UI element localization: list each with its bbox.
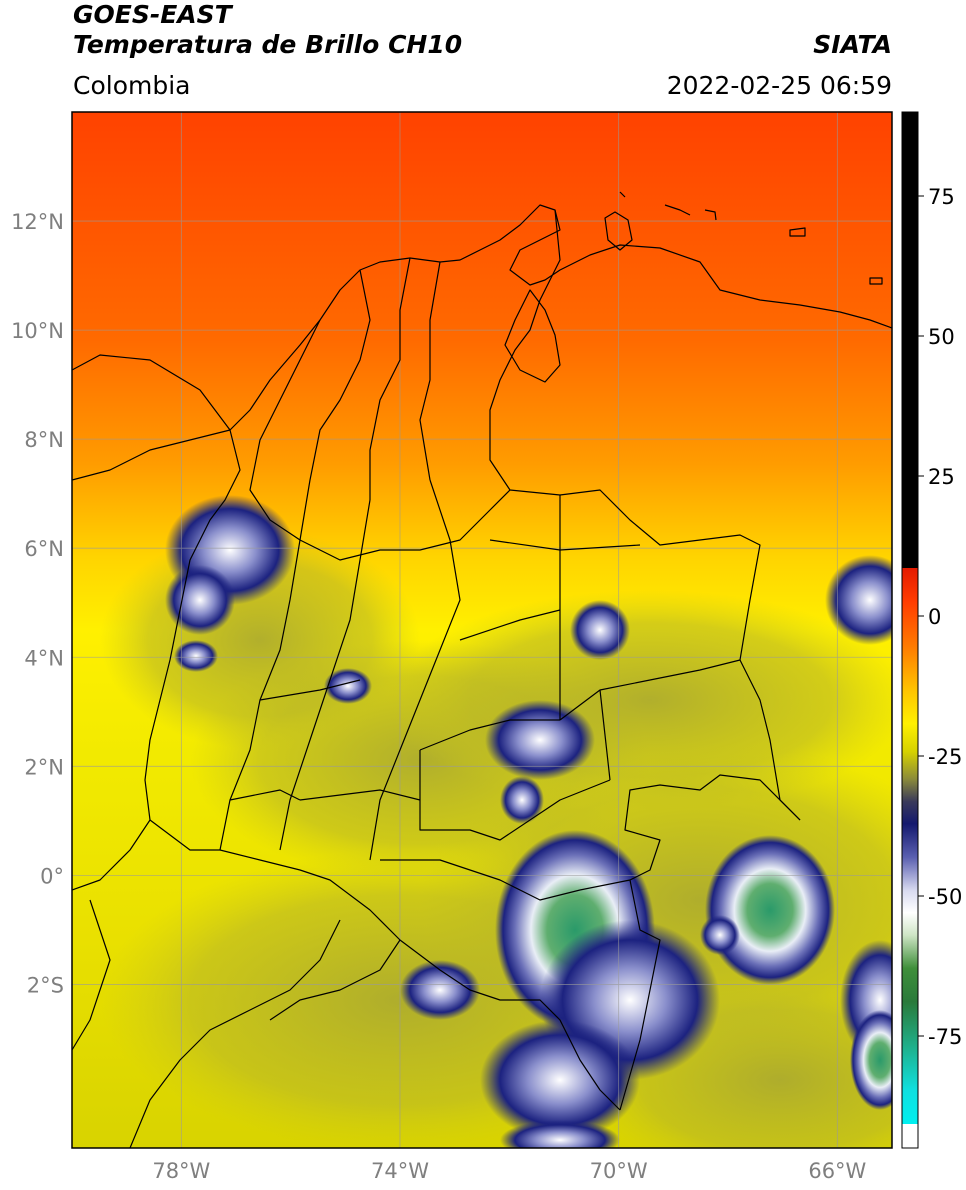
longitude-tick-label: 66°W xyxy=(808,1159,866,1183)
map-frame xyxy=(71,111,893,1149)
latitude-axis: 12°N 10°N 8°N 6°N 4°N 2°N 0° 2°S xyxy=(11,210,64,997)
organization-label: SIATA xyxy=(813,30,892,59)
colorbar-tick-label: -25 xyxy=(928,745,962,769)
colorbar-tick-label: -75 xyxy=(928,1025,962,1049)
colorbar-frame xyxy=(901,111,919,1149)
product-title: Temperatura de Brillo CH10 xyxy=(73,30,463,59)
latitude-tick-label: 8°N xyxy=(24,428,64,452)
latitude-tick-label: 12°N xyxy=(11,210,64,234)
region-label: Colombia xyxy=(73,71,191,100)
latitude-tick-label: 2°S xyxy=(27,973,64,997)
longitude-tick-label: 74°W xyxy=(371,1159,429,1183)
longitude-axis: 78°W 74°W 70°W 66°W xyxy=(152,1159,866,1183)
colorbar-tick-label: 75 xyxy=(928,185,955,209)
latitude-tick-label: 4°N xyxy=(24,646,64,670)
colorbar-white-band xyxy=(902,1124,918,1148)
longitude-tick-label: 70°W xyxy=(590,1159,648,1183)
colorbar-ticks: 75 50 25 0 -25 -50 -75 xyxy=(918,185,962,1049)
longitude-tick-label: 78°W xyxy=(152,1159,210,1183)
colorbar-tick-label: -50 xyxy=(928,885,962,909)
latitude-tick-label: 0° xyxy=(40,864,64,888)
colorbar-tick-label: 25 xyxy=(928,465,955,489)
timestamp-label: 2022-02-25 06:59 xyxy=(666,71,892,100)
colorbar: 75 50 25 0 -25 -50 -75 xyxy=(901,111,962,1149)
country-borders xyxy=(72,191,892,1148)
satellite-title: GOES-EAST xyxy=(73,0,232,29)
latitude-tick-label: 6°N xyxy=(24,537,64,561)
latitude-tick-label: 10°N xyxy=(11,319,64,343)
graticule xyxy=(72,112,892,1148)
latitude-tick-label: 2°N xyxy=(24,755,64,779)
convective-cloud-cells xyxy=(165,495,892,1148)
colorbar-gradient xyxy=(902,568,918,1124)
colorbar-tick-label: 0 xyxy=(928,605,941,629)
colorbar-black-band xyxy=(902,112,918,568)
colorbar-tick-label: 50 xyxy=(928,325,955,349)
